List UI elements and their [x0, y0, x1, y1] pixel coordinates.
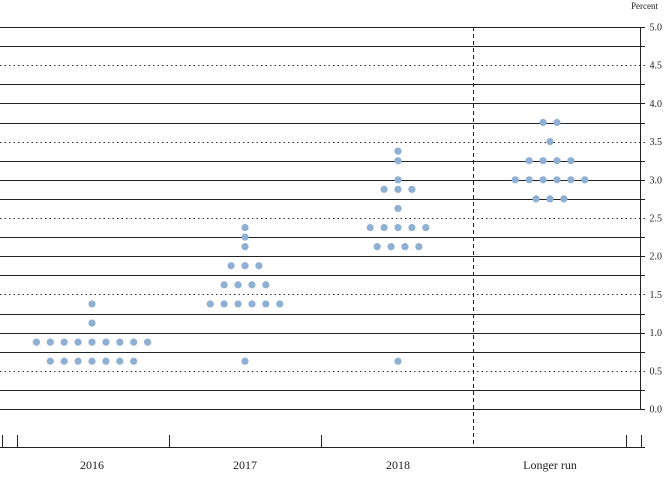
y-tick-label: 1.0	[650, 328, 663, 339]
dot-point	[248, 281, 256, 289]
dot-point	[511, 176, 519, 184]
dot-point	[581, 176, 589, 184]
dot-point	[227, 262, 235, 270]
category-label: Longer run	[523, 458, 577, 472]
dot-point	[144, 338, 152, 346]
dot-point	[255, 262, 263, 270]
y-tick-label: 0.0	[650, 405, 663, 416]
dot-point	[408, 223, 416, 232]
dot-point	[401, 243, 409, 251]
dot-point	[539, 118, 547, 127]
y-tick-label: 3.5	[650, 137, 663, 148]
dot-point	[560, 195, 568, 203]
dot-point	[262, 281, 270, 289]
dot-point	[88, 300, 96, 308]
grid-lines	[0, 27, 645, 448]
dot-point	[88, 357, 96, 365]
y-tick-label: 0.5	[650, 366, 663, 377]
category-label: 2017	[233, 458, 257, 472]
dot-point	[102, 338, 110, 346]
dot-point	[262, 300, 270, 308]
dot-point	[394, 204, 402, 213]
dot-point	[234, 281, 242, 289]
dot-point	[88, 338, 96, 346]
dot-point	[373, 243, 381, 251]
y-tick-label: 2.5	[650, 214, 663, 225]
dot-point	[394, 176, 402, 184]
y-tick-label: 4.0	[650, 99, 663, 110]
dot-point	[380, 223, 388, 232]
y-tick-label: 1.5	[650, 290, 663, 301]
category-label: 2016	[80, 458, 104, 472]
dot-point	[60, 357, 68, 365]
dot-point	[241, 357, 249, 365]
dot-point	[394, 223, 402, 232]
dot-point	[539, 157, 547, 165]
dot-point	[241, 262, 249, 270]
dot-point	[408, 185, 416, 193]
dot-point	[567, 157, 575, 165]
dot-point	[220, 300, 228, 308]
dot-point	[130, 338, 138, 346]
y-tick-label: 5.0	[650, 23, 663, 34]
dot-point	[387, 243, 395, 251]
dot-point	[539, 176, 547, 184]
dot-point	[102, 357, 110, 365]
dot-point	[394, 147, 402, 155]
dot-point	[532, 195, 540, 203]
dot-point	[32, 338, 41, 346]
dot-point	[394, 357, 402, 365]
dot-point	[248, 300, 256, 308]
x-axis	[0, 435, 645, 448]
y-tick-label: 3.0	[650, 175, 663, 186]
category-labels: 2016 2017 2018 Longer run	[80, 458, 577, 472]
dot-point	[46, 357, 54, 365]
dot-point	[276, 300, 284, 308]
dot-point	[422, 223, 430, 232]
dot-point	[241, 243, 249, 251]
category-label: 2018	[386, 458, 410, 472]
dot-point	[241, 223, 249, 232]
dot-point	[567, 176, 575, 184]
dot-point	[74, 357, 82, 365]
dot-point	[546, 195, 554, 203]
dot-point	[241, 233, 249, 241]
dots	[32, 118, 589, 365]
y-unit-label: Percent	[631, 1, 658, 11]
dot-point	[415, 243, 423, 251]
dot-point	[220, 281, 228, 289]
dot-point	[366, 223, 374, 232]
dot-point	[234, 300, 242, 308]
dot-point	[74, 338, 82, 346]
dot-point	[525, 157, 533, 165]
dot-point	[394, 157, 402, 165]
y-tick-label: 2.0	[650, 252, 663, 263]
y-tick-label: 4.5	[650, 61, 663, 72]
dot-point	[394, 185, 402, 193]
dot-point	[116, 357, 124, 365]
dot-point	[553, 157, 561, 165]
dot-point	[525, 176, 533, 184]
dot-point	[380, 185, 388, 193]
dot-point	[46, 338, 54, 346]
dot-point	[553, 176, 561, 184]
dot-point	[553, 118, 561, 127]
dot-point	[206, 300, 214, 308]
dot-point	[60, 338, 68, 346]
dot-point	[546, 138, 554, 146]
y-tick-labels: 0.0 0.5 1.0 1.5 2.0 2.5 3.0 3.5 4.0 4.5 5.0	[650, 23, 663, 416]
dot-point	[116, 338, 124, 346]
dot-point	[88, 319, 96, 327]
dot-point	[130, 357, 138, 365]
